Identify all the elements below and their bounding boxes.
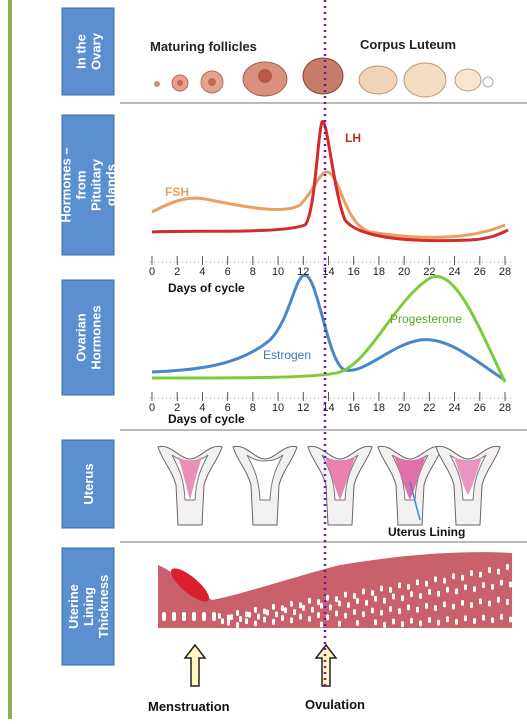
tick-label: 28 (499, 266, 511, 278)
svg-text:In theOvary: In theOvary (74, 32, 104, 70)
tick-label: 2 (174, 402, 180, 414)
curve-label: FSH (165, 185, 189, 199)
svg-text:OvarianHormones: OvarianHormones (74, 305, 104, 369)
label-line: Pituitary (89, 158, 104, 211)
label-line: Uterus (81, 463, 96, 504)
tick-label: 2 (174, 266, 180, 278)
tick-label: 14 (322, 402, 334, 414)
tick-label: 28 (499, 402, 511, 414)
label-line: glands (104, 164, 119, 206)
svg-text:Uterus: Uterus (81, 463, 96, 504)
section-label: UterineLiningThickness (62, 548, 114, 665)
label-line: In the (74, 34, 89, 69)
label-line: Ovarian (74, 313, 89, 361)
tick-label: 8 (250, 402, 256, 414)
tick-label: 12 (297, 266, 309, 278)
section-label: In theOvary (62, 8, 114, 95)
lining-band (158, 552, 512, 628)
tick-label: 26 (474, 266, 486, 278)
label-line: Hormones (89, 305, 104, 369)
tick-label: 26 (474, 402, 486, 414)
curve-label: Estrogen (263, 348, 311, 362)
stage-label: Corpus Luteum (360, 37, 456, 52)
event-label: Menstruation (148, 699, 230, 714)
event-arrows (185, 645, 336, 686)
fsh-curve (152, 172, 505, 237)
tick-label: 24 (448, 266, 460, 278)
event-label: Ovulation (305, 697, 365, 712)
axis-title: Days of cycle (168, 412, 245, 426)
label-line: Ovary (89, 32, 104, 70)
tick-label: 16 (348, 402, 360, 414)
section-label: Uterus (62, 440, 114, 528)
tick-label: 20 (398, 402, 410, 414)
label-line: from (74, 171, 89, 200)
tick-label: 18 (373, 402, 385, 414)
section-label: Hormones –fromPituitaryglands (59, 115, 119, 255)
diagram: Maturing follicles Corpus Luteum FSH LH … (0, 0, 527, 719)
tick-label: 4 (199, 402, 205, 414)
tick-label: 0 (149, 266, 155, 278)
tick-label: 24 (448, 402, 460, 414)
label-line: Lining (81, 587, 96, 626)
tick-label: 14 (322, 266, 334, 278)
tick-label: 22 (423, 266, 435, 278)
tick-label: 18 (373, 266, 385, 278)
tick-label: 10 (272, 266, 284, 278)
uterus-drawings (158, 446, 500, 525)
tick-label: 20 (398, 266, 410, 278)
tick-label: 6 (225, 266, 231, 278)
section-label: OvarianHormones (62, 280, 114, 395)
lh-curve (152, 122, 508, 241)
tick-label: 8 (250, 266, 256, 278)
curve-label: LH (345, 131, 361, 145)
tick-label: 6 (225, 402, 231, 414)
tick-label: 12 (297, 402, 309, 414)
side-bar (8, 0, 12, 719)
tick-label: 22 (423, 402, 435, 414)
tick-label: 10 (272, 402, 284, 414)
label-line: Hormones – (59, 147, 74, 222)
label-line: Thickness (96, 575, 111, 639)
follicles (154, 58, 493, 97)
stage-label: Maturing follicles (150, 39, 257, 54)
curve-label: Progesterone (390, 312, 462, 326)
tick-label: 16 (348, 266, 360, 278)
callout: Uterus Lining (388, 525, 465, 539)
axis-title: Days of cycle (168, 281, 245, 295)
tick-label: 0 (149, 402, 155, 414)
tick-label: 4 (199, 266, 205, 278)
label-line: Uterine (66, 584, 81, 629)
